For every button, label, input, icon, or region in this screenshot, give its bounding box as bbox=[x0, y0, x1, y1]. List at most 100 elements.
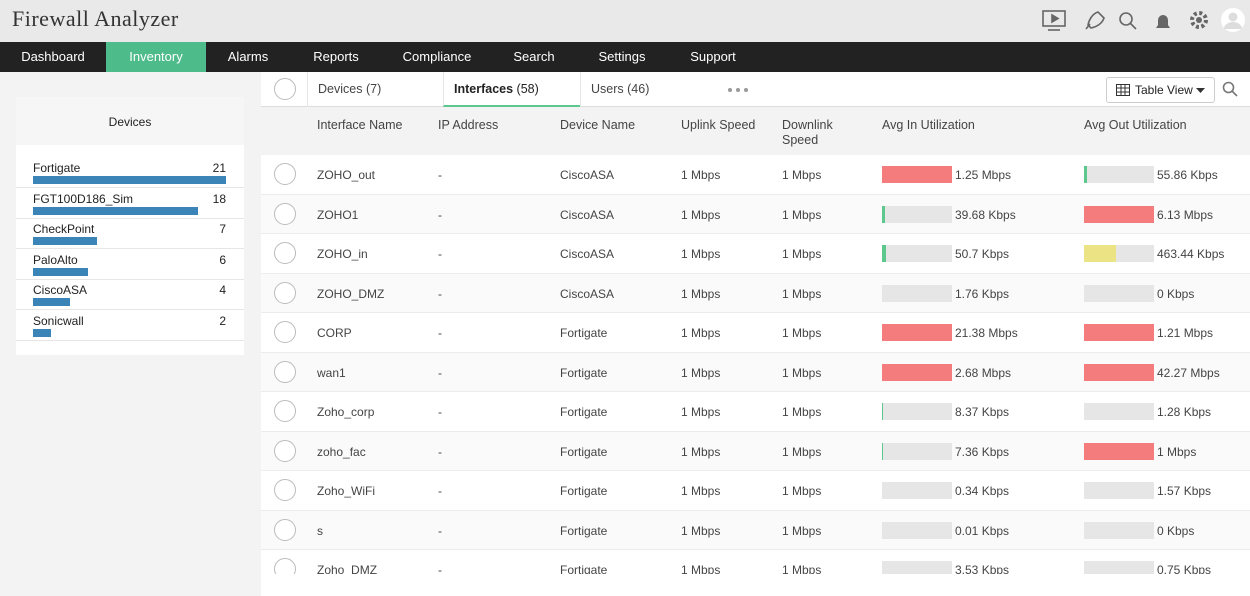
column-header[interactable]: IP Address bbox=[438, 118, 499, 132]
column-header[interactable]: Interface Name bbox=[317, 118, 403, 132]
table-row[interactable]: ZOHO1 - CiscoASA 1 Mbps 1 Mbps 39.68 Kbps 6.13… bbox=[261, 194, 1250, 234]
bell-icon[interactable] bbox=[1156, 15, 1170, 30]
cell-up: 1 Mbps bbox=[681, 523, 721, 538]
device-row[interactable]: Fortigate 21 bbox=[16, 157, 244, 188]
present-icon[interactable] bbox=[1042, 10, 1066, 27]
row-checkbox[interactable] bbox=[274, 518, 296, 541]
table-row[interactable]: Zoho_DMZ - Fortigate 1 Mbps 1 Mbps 3.53 Kbps 0… bbox=[261, 550, 1250, 574]
device-name: Sonicwall bbox=[33, 313, 84, 328]
cell-name: wan1 bbox=[317, 365, 346, 380]
row-checkbox[interactable] bbox=[274, 242, 296, 264]
nav-item[interactable]: Search bbox=[513, 49, 555, 64]
cell-up: 1 Mbps bbox=[681, 207, 721, 222]
nav-item[interactable]: Alarms bbox=[227, 49, 269, 64]
rocket-icon[interactable] bbox=[1085, 11, 1105, 30]
nav-item[interactable]: Support bbox=[690, 49, 736, 64]
nav-item[interactable]: Settings bbox=[598, 49, 646, 64]
nav-item[interactable]: Reports bbox=[313, 49, 359, 64]
nav-item[interactable]: Inventory bbox=[106, 42, 206, 72]
column-header[interactable]: Downlink Speed bbox=[782, 118, 833, 147]
cell-up: 1 Mbps bbox=[681, 405, 721, 419]
tab[interactable]: Interfaces (58) bbox=[443, 72, 580, 107]
nav-item[interactable]: Compliance bbox=[402, 49, 472, 64]
table-row[interactable]: Zoho_corp - Fortigate 1 Mbps 1 Mbps 8.37 Kbps… bbox=[261, 392, 1250, 432]
tab[interactable]: Users (46) bbox=[580, 72, 716, 107]
table-row[interactable]: ZOHO_out - CiscoASA 1 Mbps 1 Mbps 1.25 Mbps 55… bbox=[261, 155, 1250, 195]
utilization-value: 42.27 Mbps bbox=[1157, 365, 1220, 380]
tab-label: Interfaces bbox=[454, 82, 514, 96]
more-tabs[interactable] bbox=[727, 86, 751, 94]
column-header[interactable]: Uplink Speed bbox=[681, 118, 756, 132]
utilization-track bbox=[1084, 521, 1154, 539]
table-row[interactable]: zoho_fac - Fortigate 1 Mbps 1 Mbps 7.36 Kbps 1… bbox=[261, 431, 1250, 471]
header-icons bbox=[1042, 8, 1245, 32]
search-icon[interactable] bbox=[1119, 12, 1133, 26]
tab[interactable]: Devices (7) bbox=[307, 72, 443, 107]
utilization-track bbox=[882, 561, 952, 574]
utilization-track bbox=[882, 403, 952, 420]
table-row[interactable]: wan1 - Fortigate 1 Mbps 1 Mbps 2.68 Mbps 42.27… bbox=[261, 352, 1250, 392]
cell-down: 1 Mbps bbox=[782, 326, 822, 340]
utilization-track bbox=[882, 442, 952, 460]
cell-device: Fortigate bbox=[560, 484, 608, 498]
cell-up: 1 Mbps bbox=[681, 286, 721, 301]
tab-count: (58) bbox=[516, 82, 539, 96]
device-row[interactable]: CheckPoint 7 bbox=[16, 218, 244, 249]
utilization-bar bbox=[1084, 363, 1154, 381]
row-checkbox[interactable] bbox=[274, 281, 296, 304]
table-search[interactable] bbox=[1222, 81, 1238, 97]
row-checkbox[interactable] bbox=[274, 360, 296, 383]
column-header[interactable]: Avg In Utilization bbox=[882, 118, 975, 132]
utilization-bar bbox=[882, 166, 952, 183]
utilization-value: 1.28 Kbps bbox=[1157, 405, 1212, 419]
cell-ip: - bbox=[438, 365, 442, 380]
utilization-track bbox=[882, 205, 952, 223]
utilization-track bbox=[1084, 324, 1154, 341]
device-row[interactable]: FGT100D186_Sim 18 bbox=[16, 188, 244, 219]
row-checkbox[interactable] bbox=[274, 479, 296, 501]
column-header[interactable]: Avg Out Utilization bbox=[1084, 118, 1187, 132]
utilization-value: 6.13 Mbps bbox=[1157, 207, 1214, 222]
device-row[interactable]: PaloAlto 6 bbox=[16, 249, 244, 280]
cell-down: 1 Mbps bbox=[782, 405, 822, 419]
table-row[interactable]: ZOHO_in - CiscoASA 1 Mbps 1 Mbps 50.7 Kbps 463… bbox=[261, 234, 1250, 274]
select-all[interactable] bbox=[274, 78, 296, 100]
device-row[interactable]: CiscoASA 4 bbox=[16, 279, 244, 310]
cell-name: ZOHO_in bbox=[317, 247, 368, 261]
device-count: 6 bbox=[219, 252, 226, 267]
device-name: CiscoASA bbox=[33, 283, 88, 297]
table-row[interactable]: ZOHO_DMZ - CiscoASA 1 Mbps 1 Mbps 1.76 Kbps 0 … bbox=[261, 273, 1250, 313]
row-checkbox[interactable] bbox=[274, 202, 296, 225]
utilization-value: 1.21 Mbps bbox=[1157, 326, 1214, 340]
cell-down: 1 Mbps bbox=[782, 365, 822, 380]
row-checkbox[interactable] bbox=[274, 400, 296, 422]
device-row[interactable]: Sonicwall 2 bbox=[16, 310, 244, 341]
cell-up: 1 Mbps bbox=[681, 168, 721, 182]
utilization-bar bbox=[882, 245, 886, 262]
table-row[interactable]: s - Fortigate 1 Mbps 1 Mbps 0.01 Kbps 0 Kbps bbox=[261, 510, 1250, 550]
view-button[interactable]: Table View bbox=[1106, 77, 1215, 103]
cell-down: 1 Mbps bbox=[782, 444, 822, 459]
utilization-track bbox=[1084, 442, 1154, 460]
row-checkbox[interactable] bbox=[274, 321, 296, 343]
settings-icon[interactable] bbox=[1190, 11, 1208, 29]
table-row[interactable]: Zoho_WiFi - Fortigate 1 Mbps 1 Mbps 0.34 Kbps… bbox=[261, 471, 1250, 511]
cell-name: ZOHO1 bbox=[317, 207, 359, 222]
row-checkbox[interactable] bbox=[274, 439, 296, 462]
cell-name: CORP bbox=[317, 326, 352, 340]
cell-device: CiscoASA bbox=[560, 247, 615, 261]
panel-title: Devices bbox=[16, 97, 244, 145]
row-checkbox[interactable] bbox=[274, 558, 296, 574]
cell-name: Zoho_WiFi bbox=[317, 484, 376, 498]
column-header[interactable]: Device Name bbox=[560, 118, 636, 132]
cell-down: 1 Mbps bbox=[782, 563, 822, 574]
nav-item[interactable]: Dashboard bbox=[21, 49, 85, 64]
utilization-value: 39.68 Kbps bbox=[955, 207, 1016, 222]
utilization-bar bbox=[882, 324, 952, 341]
cell-up: 1 Mbps bbox=[681, 247, 721, 261]
device-count: 18 bbox=[212, 191, 226, 206]
table-row[interactable]: CORP - Fortigate 1 Mbps 1 Mbps 21.38 Mbps 1.21… bbox=[261, 313, 1250, 353]
row-checkbox[interactable] bbox=[274, 163, 296, 185]
cell-device: Fortigate bbox=[560, 326, 608, 340]
cell-down: 1 Mbps bbox=[782, 207, 822, 222]
